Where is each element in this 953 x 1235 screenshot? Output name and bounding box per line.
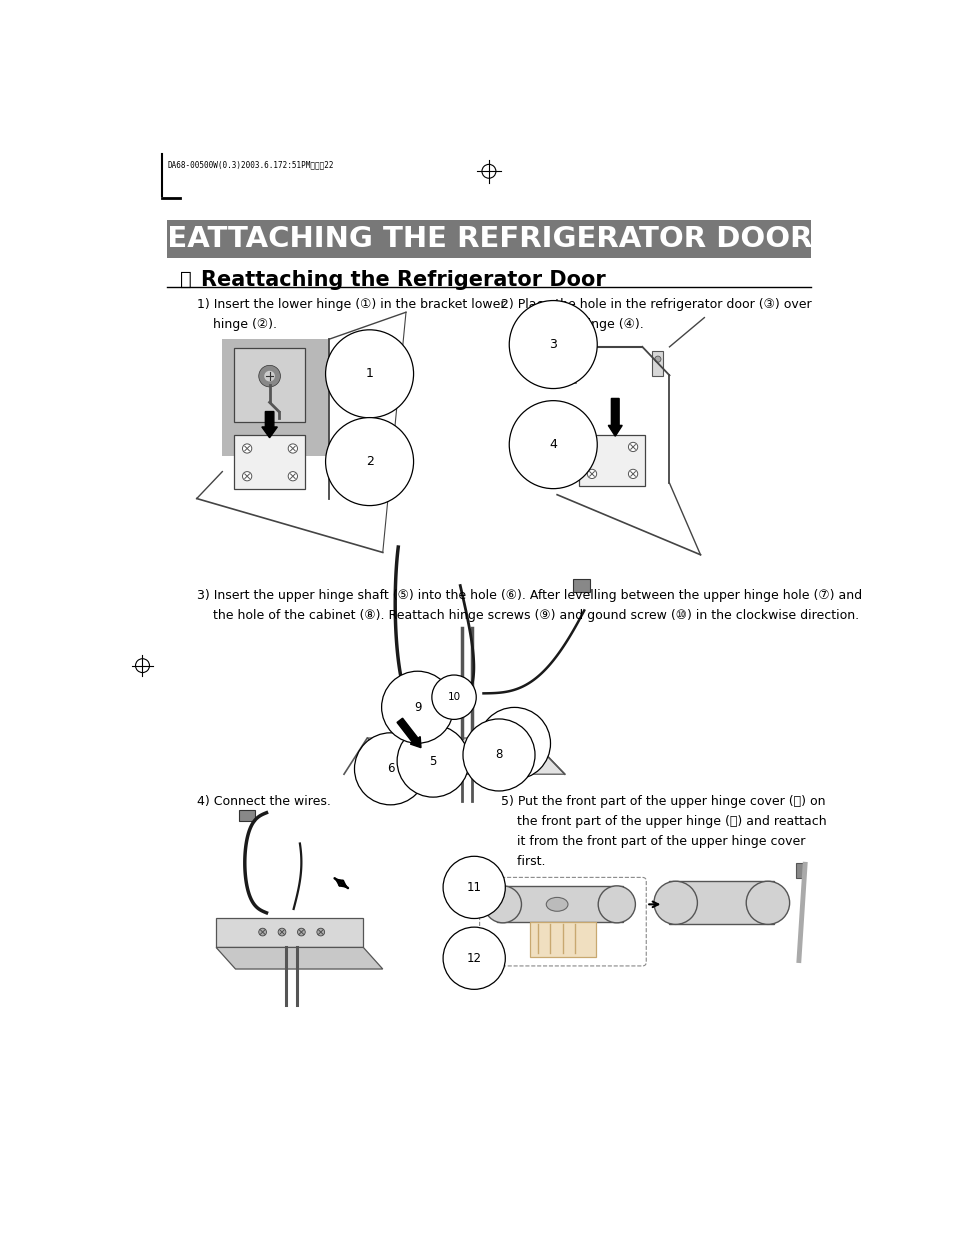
Text: 11: 11 (466, 881, 481, 894)
Text: 3: 3 (549, 338, 557, 351)
Text: DA68-00500W(0.3)2003.6.172:51PM페이지22: DA68-00500W(0.3)2003.6.172:51PM페이지22 (167, 161, 334, 169)
FancyArrow shape (261, 411, 277, 437)
Circle shape (242, 443, 252, 453)
Polygon shape (497, 885, 622, 923)
Text: 2) Place the hole in the refrigerator door (③) over
    the lower hinge (④).: 2) Place the hole in the refrigerator do… (500, 299, 810, 331)
Circle shape (316, 929, 324, 936)
Text: 4) Connect the wires.: 4) Connect the wires. (196, 795, 331, 808)
Text: 7: 7 (510, 737, 517, 750)
Text: 8: 8 (495, 748, 502, 762)
FancyArrow shape (396, 719, 420, 747)
Circle shape (587, 469, 596, 478)
Circle shape (628, 469, 637, 478)
Circle shape (451, 740, 461, 751)
Circle shape (745, 882, 789, 924)
Text: 1) Insert the lower hinge (①) in the bracket lower
    hinge (②).: 1) Insert the lower hinge (①) in the bra… (196, 299, 505, 331)
FancyBboxPatch shape (233, 436, 305, 489)
Text: 🔧: 🔧 (180, 270, 192, 289)
Text: 4: 4 (549, 438, 557, 451)
Circle shape (258, 366, 280, 387)
Text: 9: 9 (414, 700, 421, 714)
Circle shape (242, 472, 252, 480)
Text: 3) Insert the upper hinge shaft (⑤) into the hole (⑥). After levelling between t: 3) Insert the upper hinge shaft (⑤) into… (196, 589, 861, 621)
Circle shape (258, 929, 266, 936)
FancyBboxPatch shape (578, 436, 645, 487)
Circle shape (297, 929, 305, 936)
Text: 6: 6 (386, 762, 394, 776)
Bar (222, 340, 329, 456)
Bar (652, 352, 662, 377)
Circle shape (654, 356, 660, 362)
Bar (167, 220, 810, 258)
Circle shape (278, 929, 286, 936)
Text: 2: 2 (365, 454, 374, 468)
Text: Reattaching the Refrigerator Door: Reattaching the Refrigerator Door (201, 270, 605, 290)
FancyArrow shape (608, 399, 621, 436)
Circle shape (598, 885, 635, 923)
Circle shape (587, 442, 596, 452)
Circle shape (431, 745, 442, 755)
Circle shape (288, 472, 297, 480)
Circle shape (489, 745, 500, 755)
FancyBboxPatch shape (233, 348, 305, 422)
Text: 10: 10 (447, 692, 460, 703)
Bar (795, 863, 802, 878)
Circle shape (628, 442, 637, 452)
Text: 1: 1 (365, 367, 374, 380)
Polygon shape (216, 947, 382, 969)
Circle shape (472, 740, 482, 751)
Ellipse shape (546, 898, 567, 911)
Polygon shape (216, 918, 363, 947)
Circle shape (484, 885, 521, 923)
Bar (572, 579, 589, 592)
Text: 5) Put the front part of the upper hinge cover (⑪) on
    the front part of the : 5) Put the front part of the upper hinge… (500, 795, 825, 868)
Polygon shape (367, 739, 564, 774)
Bar (239, 810, 254, 821)
Polygon shape (669, 882, 773, 924)
Text: 12: 12 (466, 952, 481, 965)
Polygon shape (530, 923, 596, 957)
Circle shape (288, 443, 297, 453)
Circle shape (654, 882, 697, 924)
Text: 5: 5 (429, 755, 436, 768)
Text: REATTACHING THE REFRIGERATOR DOORS: REATTACHING THE REFRIGERATOR DOORS (145, 225, 832, 253)
Circle shape (265, 372, 274, 380)
